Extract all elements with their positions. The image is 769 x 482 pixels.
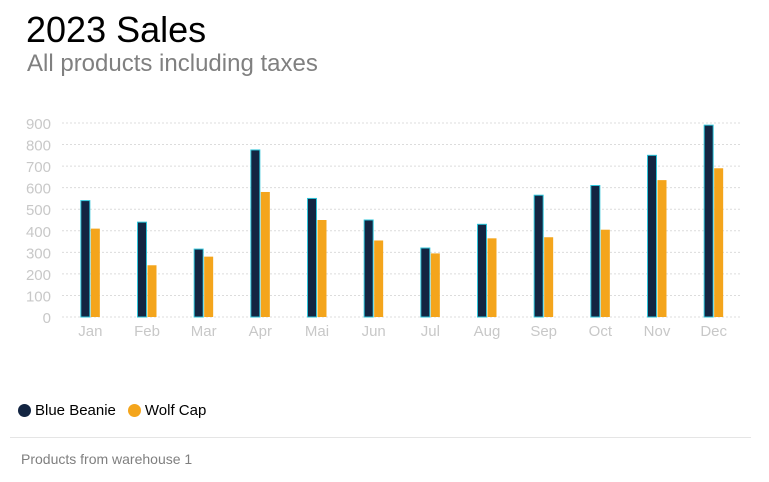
grid-lines xyxy=(62,122,742,318)
bar-blue-beanie[interactable] xyxy=(477,223,487,318)
y-tick-label: 500 xyxy=(26,202,51,219)
legend-item-wolf-cap[interactable]: Wolf Cap xyxy=(127,402,207,419)
y-tick-label: 400 xyxy=(26,224,51,241)
bar-wolf-cap[interactable] xyxy=(544,237,554,317)
bar-wolf-cap[interactable] xyxy=(714,168,724,317)
bar-wolf-cap[interactable] xyxy=(487,238,497,317)
bar-blue-beanie[interactable] xyxy=(80,200,91,318)
x-tick-label: Dec xyxy=(700,323,727,340)
x-tick-label: Mar xyxy=(191,323,217,340)
bar-blue-beanie[interactable] xyxy=(137,221,147,318)
bar-blue-beanie[interactable] xyxy=(647,154,657,318)
bars xyxy=(80,124,724,318)
y-tick-label: 700 xyxy=(26,159,51,176)
bar-blue-beanie[interactable] xyxy=(363,219,374,318)
bar-wolf-cap[interactable] xyxy=(374,240,384,317)
x-tick-label: Mai xyxy=(305,323,329,340)
y-axis-ticks: 0 100 200 300 400 500 600 700 800 900 xyxy=(26,116,51,327)
y-tick-label: 200 xyxy=(26,267,51,284)
bar-wolf-cap[interactable] xyxy=(90,228,100,317)
legend-label: Wolf Cap xyxy=(144,402,207,419)
legend-item-blue-beanie[interactable]: Blue Beanie xyxy=(18,402,116,419)
legend: Blue Beanie Wolf Cap xyxy=(18,402,218,419)
bar-blue-beanie[interactable] xyxy=(533,194,544,318)
bar-blue-beanie[interactable] xyxy=(193,248,204,318)
x-tick-label: Apr xyxy=(249,323,272,340)
bar-blue-beanie[interactable] xyxy=(307,197,317,318)
y-tick-label: 100 xyxy=(26,288,51,305)
footer-divider xyxy=(10,437,751,438)
x-tick-label: Sep xyxy=(530,323,557,340)
x-tick-label: Nov xyxy=(644,323,671,340)
x-tick-label: Jun xyxy=(362,323,386,340)
bar-blue-beanie[interactable] xyxy=(250,149,261,318)
y-tick-label: 300 xyxy=(26,245,51,262)
x-tick-label: Jul xyxy=(421,323,440,340)
bar-wolf-cap[interactable] xyxy=(657,180,667,317)
x-axis-ticks: Jan Feb Mar Apr Mai Jun Jul Aug Sep Oct Nov Dec xyxy=(78,323,727,340)
x-tick-label: Feb xyxy=(134,323,160,340)
x-tick-label: Oct xyxy=(589,323,613,340)
bar-wolf-cap[interactable] xyxy=(317,220,327,317)
bar-blue-beanie[interactable] xyxy=(590,185,601,318)
bar-wolf-cap[interactable] xyxy=(430,253,440,317)
bar-chart: 0 100 200 300 400 500 600 700 800 900 Jan Feb Mar Ap… xyxy=(26,116,742,340)
y-tick-label: 800 xyxy=(26,138,51,155)
bar-wolf-cap[interactable] xyxy=(204,256,214,317)
legend-marker xyxy=(127,404,141,417)
bar-wolf-cap[interactable] xyxy=(600,229,610,317)
bar-blue-beanie[interactable] xyxy=(420,247,431,318)
x-tick-label: Aug xyxy=(474,323,501,340)
y-tick-label: 0 xyxy=(43,310,51,327)
chart-title: 2023 Sales xyxy=(26,9,207,50)
legend-marker xyxy=(18,404,31,417)
legend-label: Blue Beanie xyxy=(35,402,116,419)
x-tick-label: Jan xyxy=(78,323,102,340)
y-tick-label: 900 xyxy=(26,116,51,133)
y-tick-label: 600 xyxy=(26,181,51,198)
bar-blue-beanie[interactable] xyxy=(703,124,714,318)
chart-subtitle: All products including taxes xyxy=(27,50,318,77)
footer-note: Products from warehouse 1 xyxy=(21,451,193,467)
bar-wolf-cap[interactable] xyxy=(260,191,270,317)
bar-wolf-cap[interactable] xyxy=(147,265,157,317)
